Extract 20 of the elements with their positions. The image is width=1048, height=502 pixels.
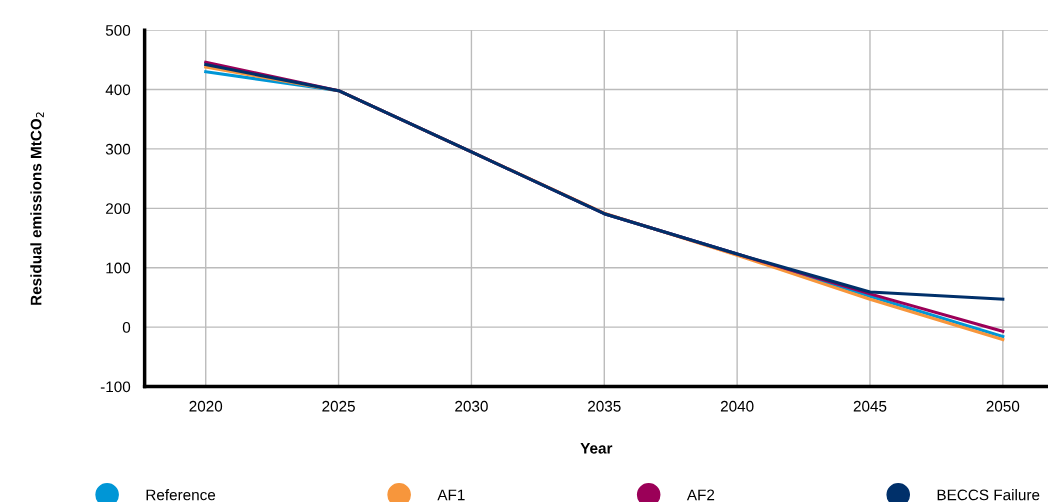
x-tick-label: 2020 [189,400,223,412]
y-tick-label: 0 [122,322,131,333]
x-tick-label: 2025 [322,400,355,412]
y-tick-label: 100 [106,262,131,274]
legend-label: AF1 [437,489,465,501]
y-tick-label: 300 [105,143,131,155]
x-axis-title: Year [580,443,613,454]
legend-label: BECCS Failure [937,489,1040,501]
x-tick-label: 2040 [720,400,754,412]
x-tick-label: 2030 [455,400,488,412]
y-tick-label: 400 [105,84,131,96]
y-axis-title: Residual emissions MtCO$_{2}$ [30,112,44,305]
x-tick-label: 2035 [588,400,621,412]
y-tick-label: 200 [106,203,131,215]
x-tick-label: 2045 [853,400,887,412]
legend-label: Reference [146,489,216,501]
x-tick-label: 2050 [986,400,1020,412]
y-tick-label: 500 [105,24,131,36]
y-tick-label: -100 [100,381,131,393]
legend-label: AF2 [686,489,715,501]
